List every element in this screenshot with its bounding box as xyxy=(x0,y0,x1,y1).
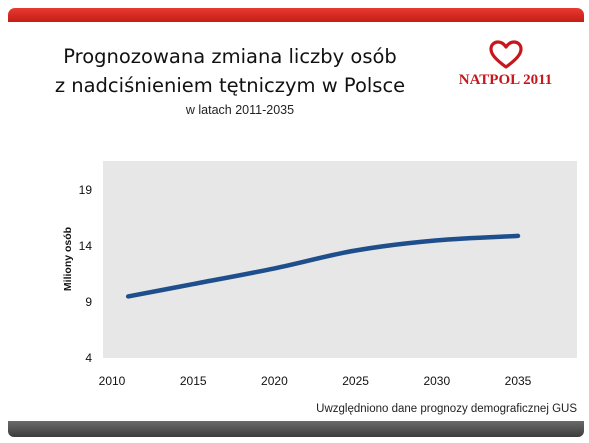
logo-text: NATPOL 2011 xyxy=(458,72,553,88)
bottom-bar xyxy=(8,421,584,437)
y-tick-label: 4 xyxy=(85,351,92,365)
y-tick-label: 14 xyxy=(79,239,93,253)
y-tick-label: 19 xyxy=(79,183,93,197)
series-line xyxy=(125,233,521,299)
footer-note: Uwzględniono dane prognozy demograficzne… xyxy=(316,403,577,415)
x-tick-label: 2025 xyxy=(342,374,369,388)
chart-title: Prognozowana zmiana liczby osób z nadciś… xyxy=(20,42,440,100)
chart-subtitle: w latach 2011-2035 xyxy=(185,103,295,117)
title-line-1: Prognozowana zmiana liczby osób xyxy=(63,45,397,68)
top-bar xyxy=(8,8,584,22)
natpol-logo: NATPOL 2011 xyxy=(453,40,558,92)
y-tick-label: 9 xyxy=(85,295,92,309)
x-tick-label: 2010 xyxy=(99,374,126,388)
title-line-2: z nadciśnieniem tętniczym w Polsce xyxy=(54,74,406,97)
x-tick-label: 2015 xyxy=(180,374,207,388)
x-tick-label: 2035 xyxy=(505,374,532,388)
x-tick-label: 2020 xyxy=(261,374,288,388)
plot-area xyxy=(103,161,577,358)
heart-icon xyxy=(489,40,523,69)
x-tick-label: 2030 xyxy=(423,374,450,388)
y-axis-label: Miliony osób xyxy=(62,227,74,291)
